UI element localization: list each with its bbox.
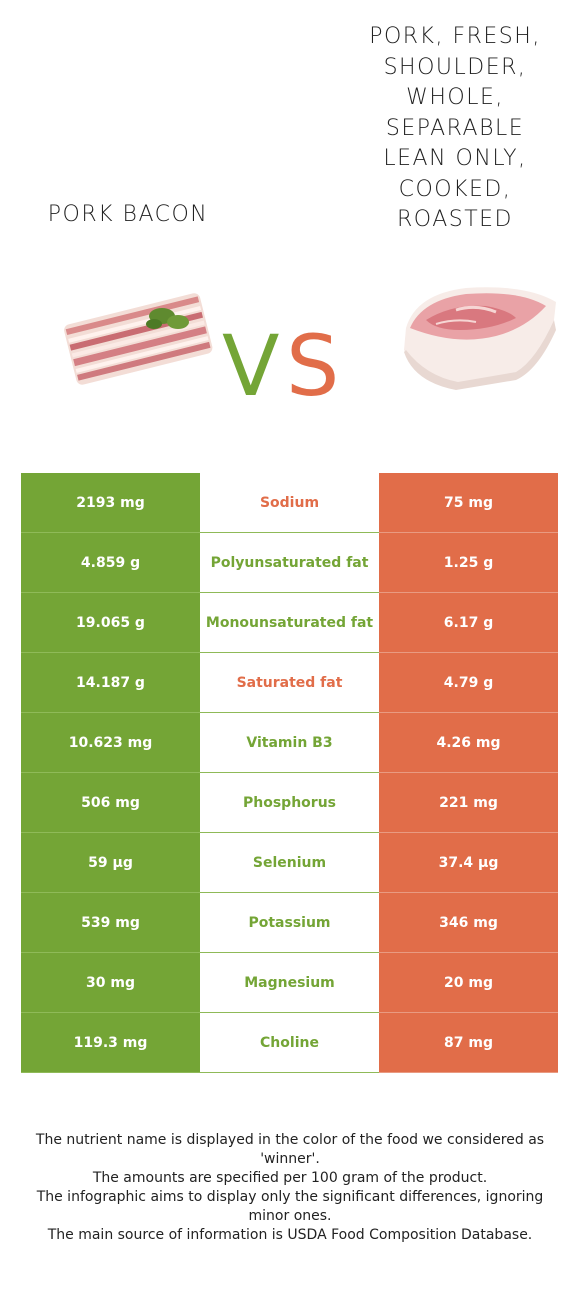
table-row: 30 mg Magnesium 20 mg xyxy=(21,953,558,1013)
footer-note: The main source of information is USDA F… xyxy=(47,1227,533,1243)
vs-v-letter: V xyxy=(222,317,280,415)
vs-s-letter: S xyxy=(286,317,340,415)
left-value-cell: 4.859 g xyxy=(21,533,200,593)
left-value-cell: 30 mg xyxy=(21,953,200,1013)
right-value-cell: 1.25 g xyxy=(379,533,558,593)
nutrient-name-cell: Vitamin B3 xyxy=(200,713,379,773)
right-value-cell: 221 mg xyxy=(379,773,558,833)
right-value-cell: 87 mg xyxy=(379,1013,558,1073)
table-row: 539 mg Potassium 346 mg xyxy=(21,893,558,953)
table-row: 10.623 mg Vitamin B3 4.26 mg xyxy=(21,713,558,773)
right-value-cell: 346 mg xyxy=(379,893,558,953)
left-value-cell: 506 mg xyxy=(21,773,200,833)
nutrient-comparison-table: 2193 mg Sodium 75 mg 4.859 g Polyunsaturated… xyxy=(21,473,558,1073)
nutrient-name-cell: Sodium xyxy=(200,473,379,533)
left-value-cell: 59 µg xyxy=(21,833,200,893)
nutrient-name-cell: Polyunsaturated fat xyxy=(200,533,379,593)
right-value-cell: 37.4 µg xyxy=(379,833,558,893)
right-value-cell: 4.26 mg xyxy=(379,713,558,773)
right-value-cell: 75 mg xyxy=(379,473,558,533)
table-row: 119.3 mg Choline 87 mg xyxy=(21,1013,558,1073)
nutrient-name-cell: Monounsaturated fat xyxy=(200,593,379,653)
left-value-cell: 10.623 mg xyxy=(21,713,200,773)
left-value-cell: 539 mg xyxy=(21,893,200,953)
table-row: 14.187 g Saturated fat 4.79 g xyxy=(21,653,558,713)
nutrient-name-cell: Saturated fat xyxy=(200,653,379,713)
right-food-title: Pork, fresh, shoulder, whole, separable … xyxy=(369,24,541,232)
pork-shoulder-image xyxy=(404,287,556,390)
right-value-cell: 20 mg xyxy=(379,953,558,1013)
nutrient-name-cell: Phosphorus xyxy=(200,773,379,833)
left-food-title: Pork bacon xyxy=(47,202,209,227)
nutrient-name-cell: Magnesium xyxy=(200,953,379,1013)
footer-notes: The nutrient name is displayed in the co… xyxy=(30,1131,550,1245)
table-row: 506 mg Phosphorus 221 mg xyxy=(21,773,558,833)
left-value-cell: 2193 mg xyxy=(21,473,200,533)
pork-bacon-image xyxy=(64,293,213,385)
nutrient-name-cell: Choline xyxy=(200,1013,379,1073)
footer-note: The amounts are specified per 100 gram o… xyxy=(92,1170,488,1186)
right-value-cell: 4.79 g xyxy=(379,653,558,713)
left-value-cell: 14.187 g xyxy=(21,653,200,713)
vs-label: V S xyxy=(222,322,352,410)
table-row: 2193 mg Sodium 75 mg xyxy=(21,473,558,533)
nutrient-name-cell: Selenium xyxy=(200,833,379,893)
table-row: 4.859 g Polyunsaturated fat 1.25 g xyxy=(21,533,558,593)
left-value-cell: 119.3 mg xyxy=(21,1013,200,1073)
right-value-cell: 6.17 g xyxy=(379,593,558,653)
table-row: 19.065 g Monounsaturated fat 6.17 g xyxy=(21,593,558,653)
footer-note: The infographic aims to display only the… xyxy=(36,1189,544,1224)
left-value-cell: 19.065 g xyxy=(21,593,200,653)
nutrient-name-cell: Potassium xyxy=(200,893,379,953)
table-row: 59 µg Selenium 37.4 µg xyxy=(21,833,558,893)
footer-note: The nutrient name is displayed in the co… xyxy=(35,1132,545,1167)
